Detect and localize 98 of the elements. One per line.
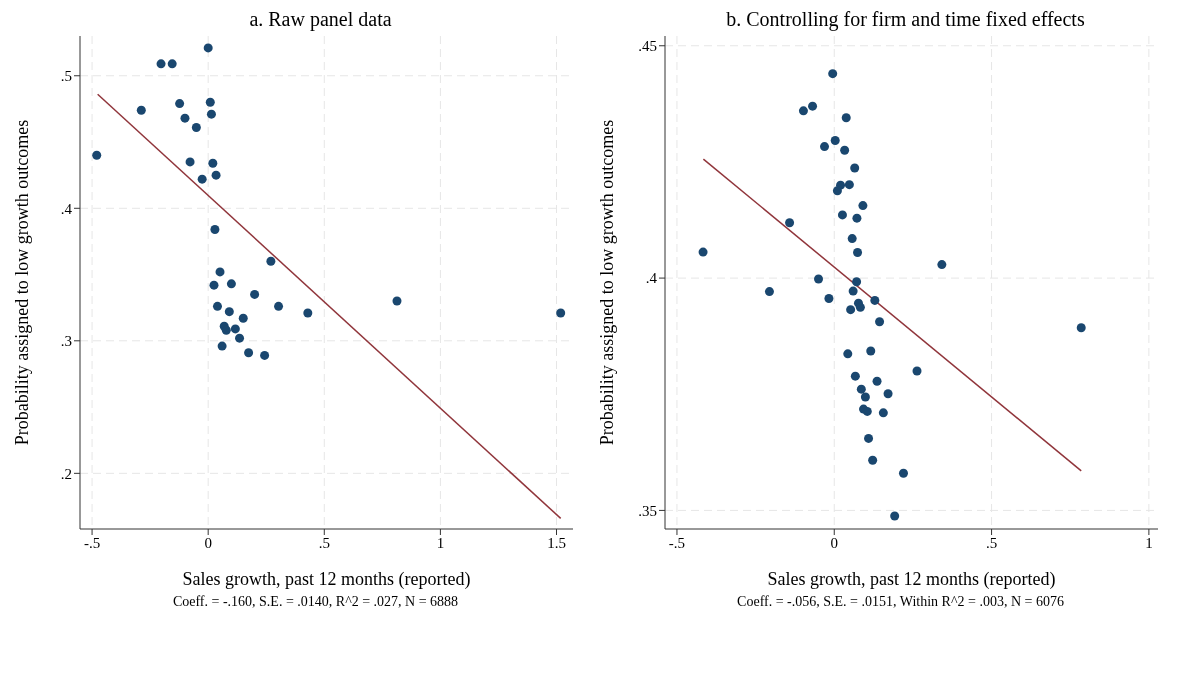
- y-tick-label: .4: [645, 270, 658, 287]
- point: [260, 350, 270, 360]
- point: [180, 113, 190, 123]
- point: [244, 348, 254, 358]
- point: [212, 301, 222, 311]
- point: [274, 301, 284, 311]
- point: [698, 247, 708, 257]
- point: [210, 224, 220, 234]
- point: [224, 307, 234, 317]
- x-tick-label: 0: [204, 534, 212, 551]
- x-tick-label: -.5: [83, 534, 101, 551]
- x-tick-label: 0: [830, 534, 839, 551]
- point: [856, 384, 866, 394]
- point: [860, 392, 870, 402]
- point: [843, 349, 853, 359]
- text: Coeff. = -.056, S.E. = .0151, Within R^2 = .003, N = 6076: [736, 594, 1065, 610]
- point: [870, 295, 880, 305]
- point: [209, 280, 219, 290]
- point: [798, 106, 808, 116]
- point: [844, 180, 854, 190]
- point: [832, 186, 842, 196]
- x-tick-label: 1: [436, 534, 445, 551]
- point: [814, 274, 824, 284]
- x-axis-title: Sales growth, past 12 months (reported): [182, 569, 471, 590]
- point: [392, 296, 402, 306]
- x-tick-label: 1: [1145, 534, 1153, 551]
- point: [303, 308, 313, 318]
- point: [217, 341, 227, 351]
- point: [208, 158, 218, 168]
- point: [883, 389, 893, 399]
- point: [840, 145, 850, 155]
- chart-title: b. Controlling for firm and time fixed effects: [725, 8, 1086, 33]
- y-tick-label: .5: [60, 68, 72, 85]
- point: [556, 308, 566, 318]
- point: [136, 105, 146, 115]
- point: [937, 260, 947, 270]
- point: [197, 174, 207, 184]
- point: [226, 279, 236, 289]
- y-tick-label: .2: [60, 465, 72, 482]
- point: [878, 408, 888, 418]
- point: [890, 511, 900, 521]
- text: Coeff. = -.160, S.E. = .0140, R^2 = .027, N = 6888: [171, 594, 460, 610]
- x-tick-label: .5: [318, 534, 330, 551]
- point: [764, 287, 774, 297]
- point: [250, 289, 260, 299]
- point: [852, 277, 862, 287]
- point: [238, 313, 248, 323]
- point: [850, 371, 860, 381]
- y-axis-title: Probability assigned to low growth outcomes: [12, 119, 33, 446]
- point: [230, 324, 240, 334]
- x-tick-label: 1.5: [547, 534, 566, 551]
- point: [912, 366, 922, 376]
- point: [875, 317, 885, 327]
- x-tick-label: -.5: [668, 534, 686, 551]
- y-tick-label: .4: [60, 200, 73, 217]
- point: [858, 201, 868, 211]
- point: [175, 99, 185, 109]
- point: [191, 122, 201, 132]
- point: [850, 163, 860, 173]
- point: [785, 218, 795, 228]
- point: [846, 305, 856, 315]
- point: [868, 455, 878, 465]
- y-tick-label: .35: [638, 502, 657, 519]
- point: [848, 286, 858, 296]
- point: [1076, 323, 1086, 333]
- x-tick-label: .5: [985, 534, 998, 551]
- point: [853, 248, 863, 258]
- point: [266, 256, 276, 266]
- point: [820, 142, 830, 152]
- point: [205, 97, 215, 107]
- point: [824, 294, 834, 304]
- y-axis-title: Probability assigned to low growth outcomes: [597, 119, 618, 446]
- point: [898, 468, 908, 478]
- point: [864, 433, 874, 443]
- point: [92, 150, 102, 160]
- chart-title: a. Raw panel data: [248, 8, 393, 33]
- point: [215, 267, 225, 277]
- point: [837, 210, 847, 220]
- point: [847, 234, 857, 244]
- point: [211, 170, 221, 180]
- point: [841, 113, 851, 123]
- point: [872, 376, 882, 386]
- y-tick-label: .3: [60, 333, 72, 350]
- point: [830, 136, 840, 146]
- point: [235, 333, 245, 343]
- point: [808, 101, 818, 111]
- point: [852, 213, 862, 223]
- point: [866, 346, 876, 356]
- point: [221, 325, 231, 335]
- point: [156, 59, 166, 69]
- point: [203, 43, 213, 53]
- point: [855, 302, 865, 312]
- y-tick-label: .45: [638, 38, 657, 55]
- x-axis-title: Sales growth, past 12 months (reported): [767, 569, 1056, 590]
- point: [185, 157, 195, 167]
- point: [206, 109, 216, 119]
- point: [828, 69, 838, 79]
- point: [167, 59, 177, 69]
